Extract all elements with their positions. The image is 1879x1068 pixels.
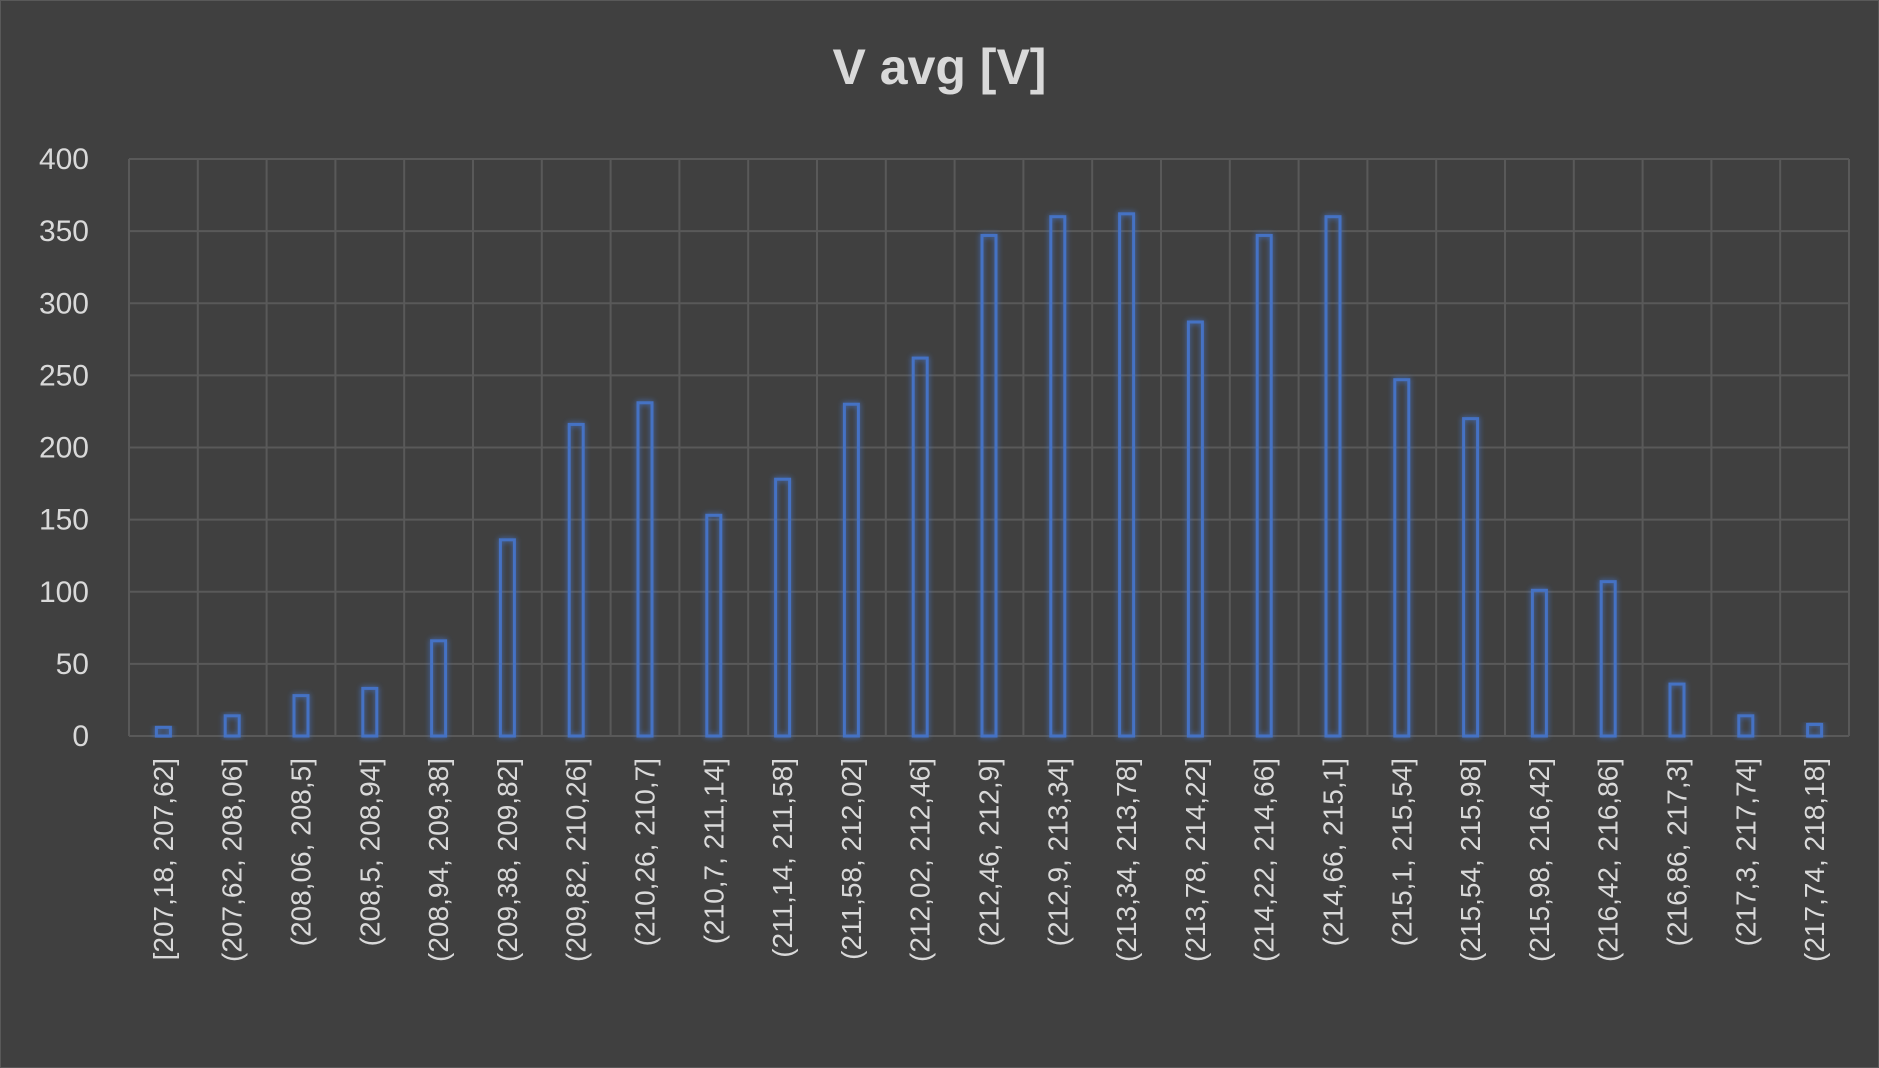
x-tick-label: (209,82, 210,26] bbox=[561, 758, 592, 962]
bar bbox=[1737, 714, 1755, 738]
bar bbox=[1118, 212, 1136, 738]
bars bbox=[154, 212, 1824, 738]
bar bbox=[980, 233, 998, 738]
x-tick-label: (216,42, 216,86] bbox=[1593, 758, 1624, 962]
bar bbox=[1186, 320, 1204, 738]
x-tick-label: (214,22, 214,66] bbox=[1249, 758, 1280, 962]
x-tick-label: (208,06, 208,5] bbox=[286, 758, 317, 946]
bar bbox=[292, 694, 310, 738]
x-tick-label: (210,26, 210,7] bbox=[630, 758, 661, 946]
bar bbox=[1806, 722, 1824, 738]
y-tick-label: 100 bbox=[39, 576, 89, 609]
x-tick-label: (213,78, 214,22] bbox=[1180, 758, 1211, 962]
x-tick-label: (211,58, 212,02] bbox=[836, 758, 867, 960]
y-tick-label: 50 bbox=[56, 648, 89, 681]
bar bbox=[223, 714, 241, 738]
y-axis-ticks: 0 50 100 150 200 250 300 350 400 bbox=[39, 143, 89, 753]
bar bbox=[1255, 233, 1273, 738]
bar bbox=[1599, 580, 1617, 738]
x-tick-label: (212,02, 212,46] bbox=[905, 758, 936, 962]
bar bbox=[705, 513, 723, 738]
bar bbox=[1462, 417, 1480, 738]
bar bbox=[361, 686, 379, 738]
x-tick-label: (208,94, 209,38] bbox=[423, 758, 454, 962]
bar bbox=[1324, 215, 1342, 738]
bar bbox=[567, 422, 585, 738]
y-tick-label: 150 bbox=[39, 504, 89, 537]
y-tick-label: 0 bbox=[72, 720, 89, 753]
x-tick-label: (214,66, 215,1] bbox=[1318, 758, 1349, 946]
x-tick-label: (215,98, 216,42] bbox=[1524, 758, 1555, 962]
x-tick-label: (208,5, 208,94] bbox=[354, 758, 385, 946]
bar bbox=[154, 725, 172, 738]
x-tick-label: (217,74, 218,18] bbox=[1799, 758, 1830, 962]
bar bbox=[1668, 682, 1686, 738]
bar bbox=[636, 401, 654, 738]
y-tick-label: 350 bbox=[39, 215, 89, 248]
bar bbox=[774, 477, 792, 738]
x-tick-label: (215,1, 215,54] bbox=[1386, 758, 1417, 946]
x-tick-label: (215,54, 215,98] bbox=[1455, 758, 1486, 962]
x-tick-label: (210,7, 211,14] bbox=[698, 758, 729, 944]
y-tick-label: 250 bbox=[39, 359, 89, 392]
x-tick-label: (207,62, 208,06] bbox=[217, 758, 248, 962]
bar bbox=[911, 356, 929, 738]
x-tick-label: (216,86, 217,3] bbox=[1662, 758, 1693, 946]
bar bbox=[498, 538, 516, 738]
bar bbox=[1393, 378, 1411, 738]
x-tick-label: (212,46, 212,9] bbox=[974, 758, 1005, 946]
bar bbox=[1530, 588, 1548, 738]
bar bbox=[1049, 215, 1067, 738]
y-tick-label: 300 bbox=[39, 287, 89, 320]
grid bbox=[128, 158, 1850, 737]
x-tick-label: (209,38, 209,82] bbox=[492, 758, 523, 962]
x-tick-label: (217,3, 217,74] bbox=[1730, 758, 1761, 946]
x-tick-label: [207,18, 207,62] bbox=[148, 758, 179, 960]
y-tick-label: 400 bbox=[39, 143, 89, 176]
bar bbox=[842, 402, 860, 738]
x-tick-label: (212,9, 213,34] bbox=[1042, 758, 1073, 946]
x-axis-ticks: [207,18, 207,62] (207,62, 208,06] (208,06,… bbox=[148, 758, 1830, 962]
chart-title: V avg [V] bbox=[832, 39, 1047, 95]
x-tick-label: (213,34, 213,78] bbox=[1111, 758, 1142, 962]
y-tick-label: 200 bbox=[39, 432, 89, 465]
bar bbox=[430, 639, 448, 738]
x-tick-label: (211,14, 211,58] bbox=[767, 758, 798, 958]
